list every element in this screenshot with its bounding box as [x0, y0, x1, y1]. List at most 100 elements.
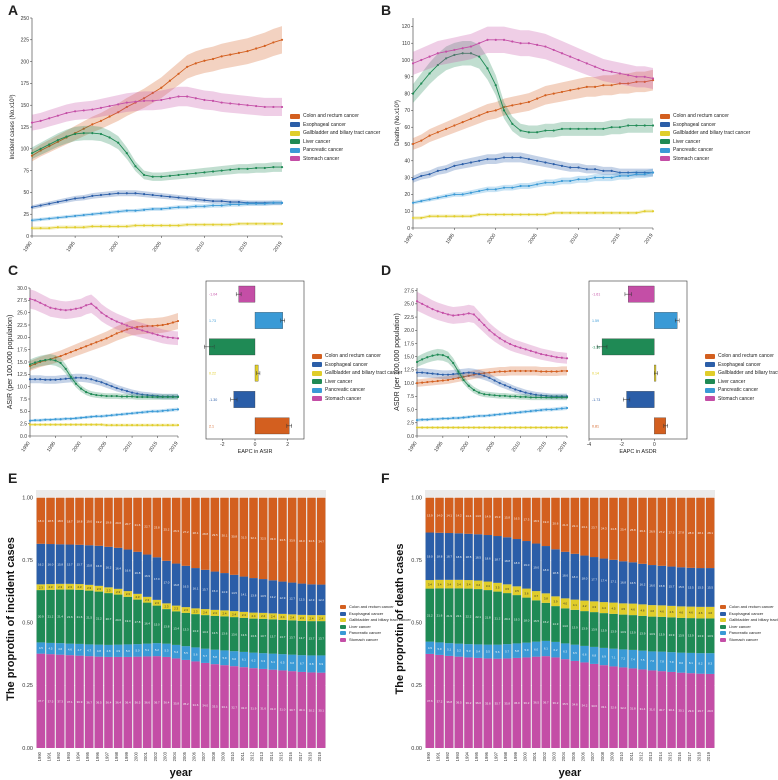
data-point [54, 423, 57, 426]
data-point [519, 426, 522, 429]
stacked-bar-segment [667, 671, 676, 748]
x-tick-label: 2005 [571, 751, 576, 761]
data-point [524, 395, 527, 398]
data-point [85, 416, 88, 419]
x-tick-label: 2012 [250, 751, 255, 761]
data-point [136, 392, 139, 395]
data-point [552, 181, 555, 184]
data-point [483, 372, 486, 375]
x-tick-label: 2019 [272, 241, 283, 254]
data-point [39, 149, 42, 152]
stacked-bar-segment [258, 668, 268, 748]
stacked-bar-segment [696, 673, 705, 748]
data-point [498, 426, 501, 429]
stacked-bar-segment [142, 497, 152, 555]
data-point [146, 324, 149, 328]
stacked-bar-segment [609, 648, 618, 667]
stacked-bar-segment [551, 657, 560, 748]
stacked-bar-segment [444, 588, 454, 644]
stacked-bar-segment [152, 497, 162, 558]
data-point [560, 356, 563, 359]
segment-value-label: 2.3 [184, 608, 188, 612]
stacked-bar-segment [307, 497, 316, 585]
stacked-bar-segment [181, 607, 191, 613]
segment-value-label: 2.3 [77, 585, 81, 589]
confidence-band [32, 190, 282, 210]
y-tick-label: 0.25 [22, 683, 33, 689]
data-point [519, 156, 522, 159]
y-tick-label: 0.75 [22, 558, 33, 564]
data-point [56, 140, 59, 143]
data-point [519, 129, 522, 132]
legend-d: Colon and rectum cancer Esophageal cance… [705, 352, 778, 403]
stacked-bar-segment [599, 558, 609, 603]
segment-value-label: 32.6 [611, 705, 617, 709]
data-point [160, 86, 163, 89]
data-point [519, 184, 522, 188]
data-point [120, 330, 123, 333]
stacked-bar-segment [454, 579, 464, 589]
stacked-bar-segment [200, 662, 210, 748]
segment-value-label: 15.7 [669, 584, 675, 588]
segment-value-label: 4.5 [611, 606, 615, 610]
segment-value-label: 34.2 [582, 703, 588, 707]
stacked-bar-segment [696, 618, 705, 654]
stacked-bar-segment [560, 598, 570, 609]
stacked-bar-segment [686, 497, 696, 568]
data-point [411, 178, 415, 181]
data-point [524, 426, 527, 429]
stacked-bar-segment [483, 581, 493, 591]
data-point [486, 188, 489, 191]
data-point [461, 163, 464, 166]
data-point [477, 426, 481, 429]
legend-item: Liver cancer [349, 623, 371, 629]
segment-value-label: 13.9 [659, 632, 665, 636]
segment-value-label: 8.3 [708, 662, 712, 666]
stacked-bar-segment [229, 574, 239, 612]
stacked-bar-segment [676, 652, 686, 673]
data-point [415, 382, 419, 385]
x-tick-label: 2000 [71, 441, 82, 454]
series-line [412, 172, 654, 204]
segment-value-label: 13.7 [289, 636, 295, 640]
data-point [34, 378, 37, 381]
data-point [651, 124, 655, 127]
legend-item: Pancreatic cancer [718, 387, 759, 393]
y-tick-label: 25 [23, 212, 29, 218]
stacked-bar-segment [171, 497, 181, 564]
data-point [272, 222, 275, 225]
segment-value-label: 19.6 [106, 520, 112, 524]
data-point [30, 206, 34, 209]
data-point [555, 370, 558, 373]
x-tick-label: 2015 [610, 233, 621, 246]
data-point [436, 426, 439, 429]
x-tick-label: 2000 [486, 233, 497, 246]
data-point [436, 417, 439, 421]
x-tick-label: 2018 [697, 751, 702, 761]
x-tick-label: 1995 [445, 233, 456, 246]
data-point [166, 322, 169, 326]
data-point [593, 176, 597, 179]
data-point [39, 301, 42, 304]
stacked-bar-segment [483, 497, 493, 536]
data-point [166, 395, 169, 399]
data-point [431, 372, 434, 375]
data-point [519, 411, 522, 414]
segment-value-label: 12.3 [309, 598, 315, 602]
stacked-bar-segment [647, 497, 657, 566]
data-point [34, 419, 37, 422]
data-point [161, 335, 164, 338]
data-point [90, 302, 93, 305]
data-point [569, 211, 572, 214]
data-point [569, 179, 572, 183]
x-tick-label: 1997 [494, 751, 499, 761]
y-tick-label: 125 [21, 125, 30, 131]
data-point [457, 416, 460, 420]
stacked-bar-segment [307, 672, 316, 748]
data-point [280, 38, 284, 41]
segment-value-label: 12.5 [299, 597, 305, 601]
segment-value-label: 26.4 [640, 529, 646, 533]
segment-value-label: 18.6 [485, 557, 491, 561]
data-point [186, 65, 189, 68]
stacked-bar-segment [686, 652, 696, 674]
